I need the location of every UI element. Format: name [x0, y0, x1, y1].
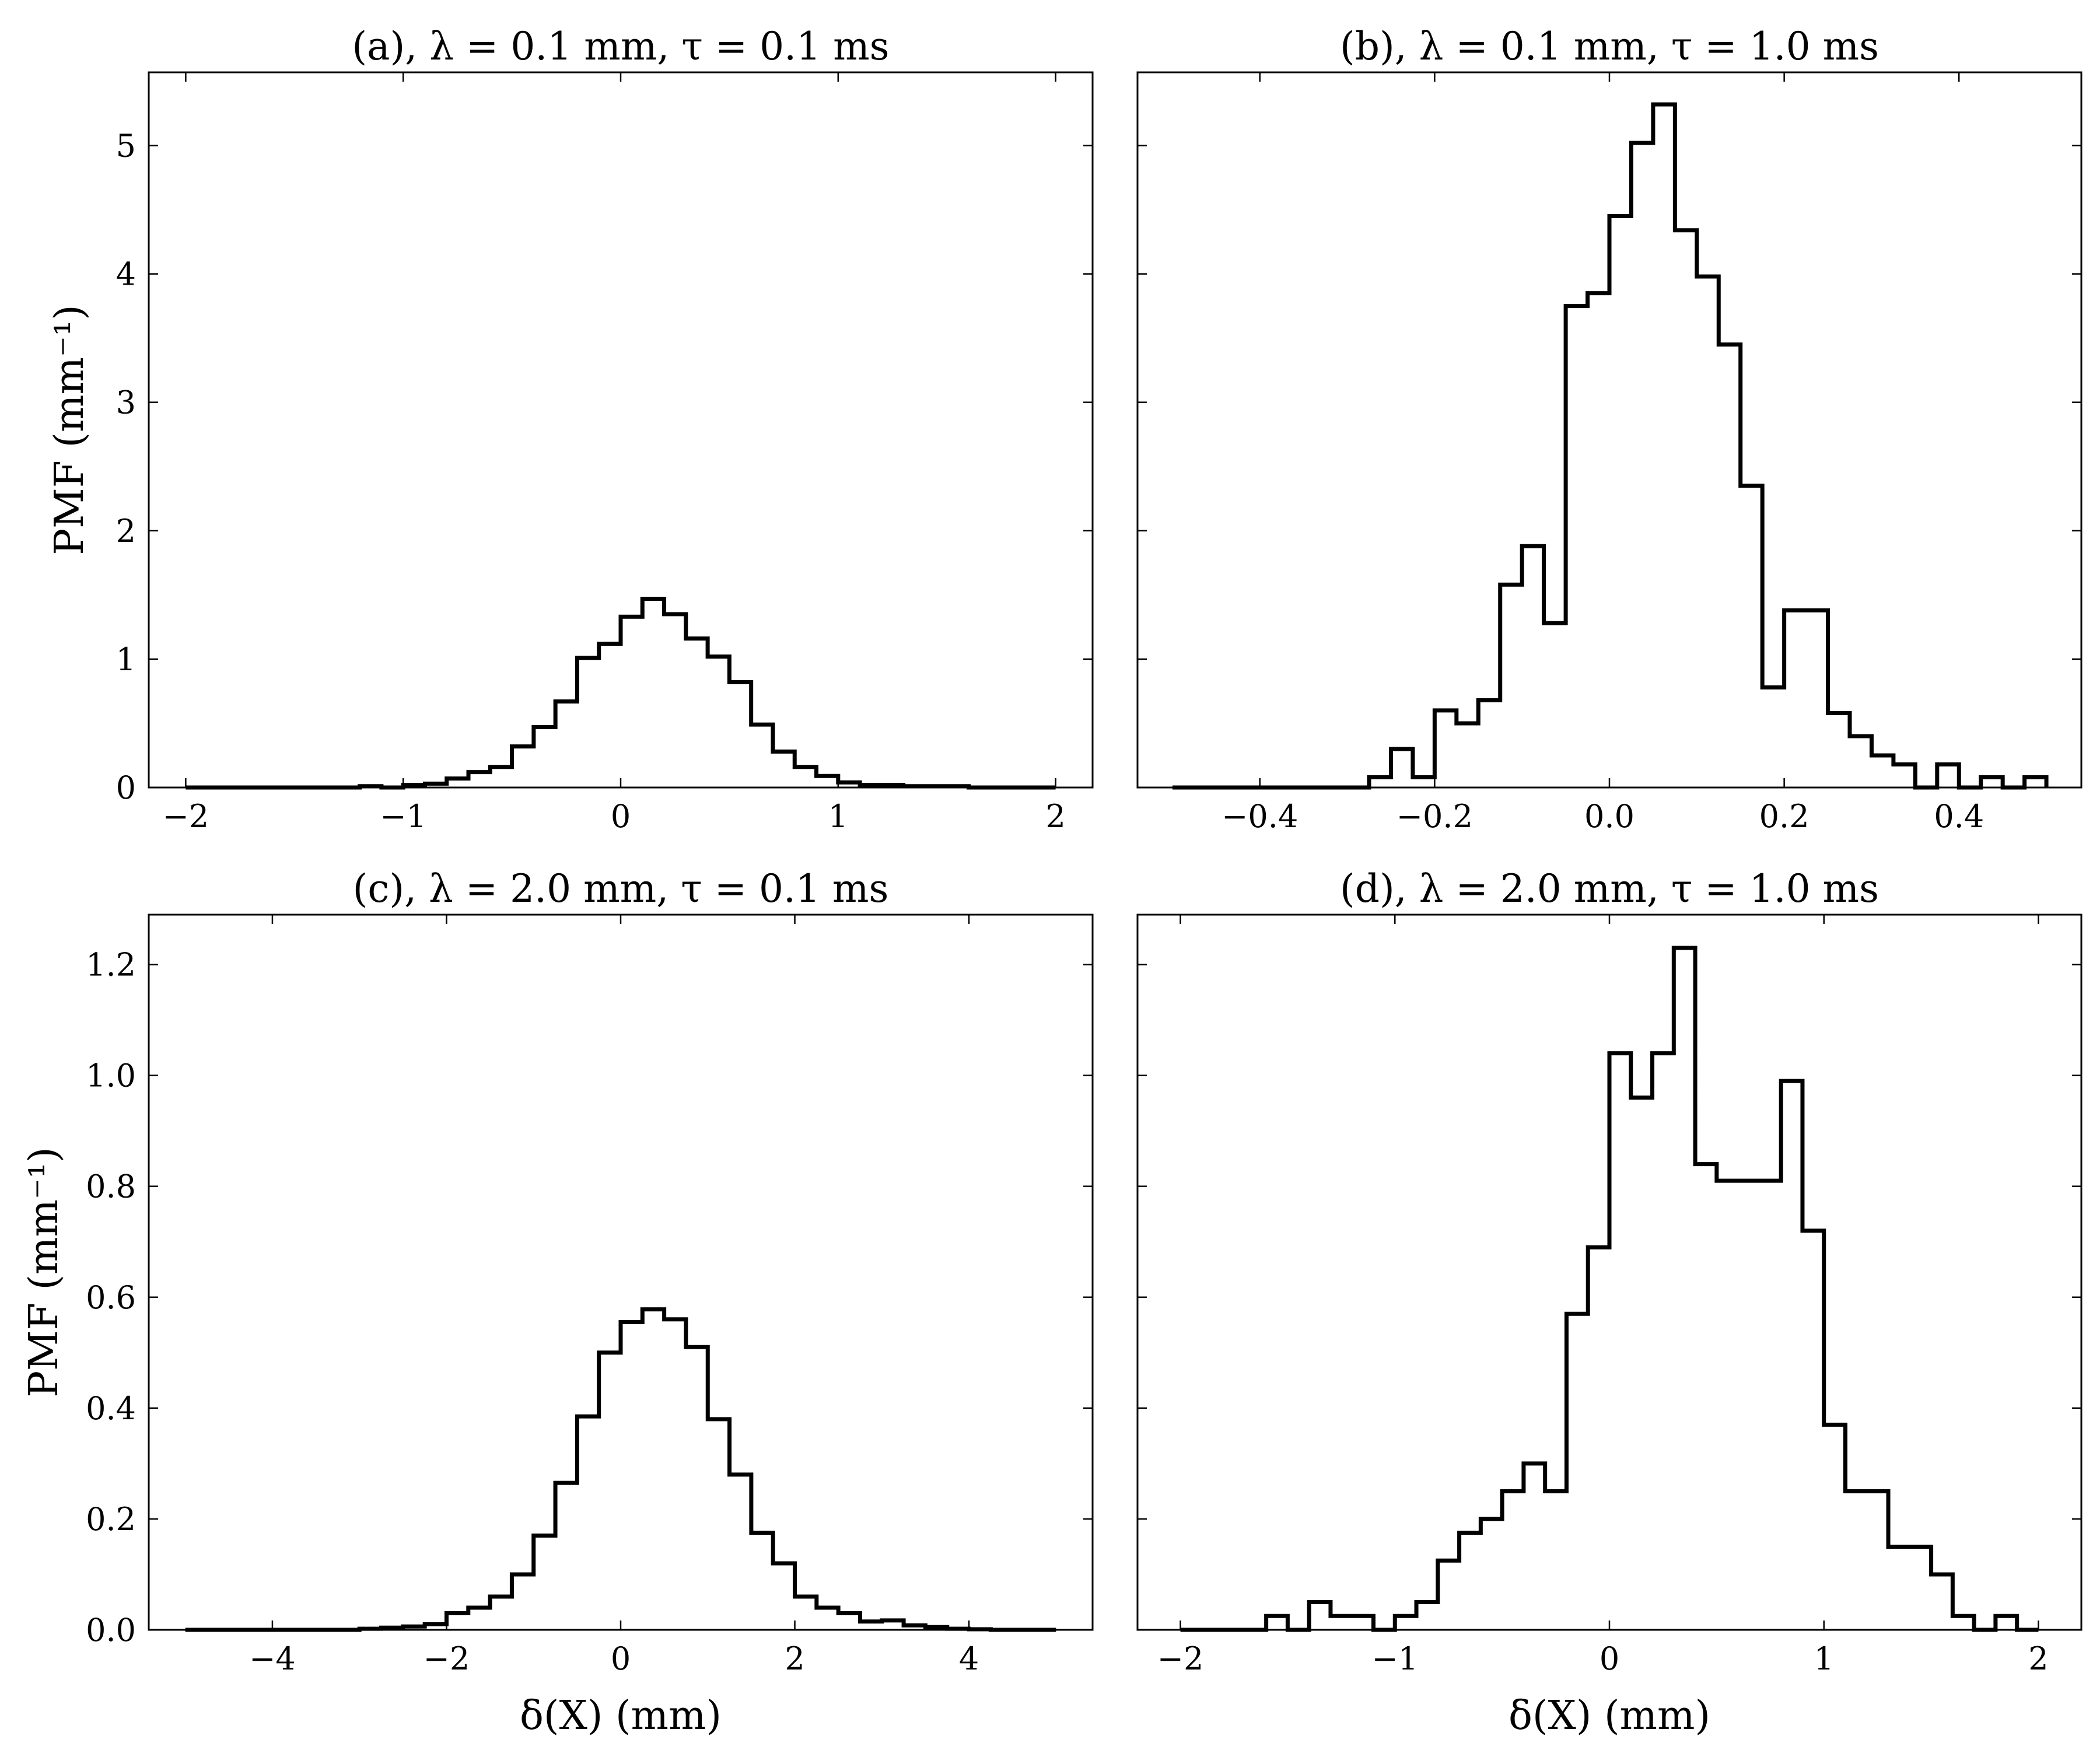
axes-frame	[148, 914, 1094, 1631]
axes-frame	[1136, 914, 2082, 1631]
panel-b: (b), λ = 0.1 mm, τ = 1.0 ms −0.4 −0.2 0.0 0.…	[1136, 24, 2082, 835]
x-tick-label: 4	[959, 1640, 979, 1677]
axes-frame	[1136, 71, 2082, 789]
x-tick-label: −4	[249, 1640, 296, 1677]
y-tick-label: 1.0	[86, 1058, 136, 1094]
y-tick-label: 1.2	[86, 947, 136, 984]
y-tick-label: 0.8	[86, 1168, 136, 1205]
x-tick-label: 2	[1045, 798, 1065, 835]
x-tick-label: −2	[424, 1640, 470, 1677]
panel-c: (c), λ = 2.0 mm, τ = 0.1 ms −4 −2 0 2 4 0.0 0.2…	[21, 866, 1094, 1739]
x-tick-label: 1	[828, 798, 848, 835]
y-tick-label: 0.0	[86, 1612, 136, 1648]
y-tick-label: 1	[116, 641, 136, 678]
x-tick-label: −1	[380, 798, 426, 835]
panel-a: (a), λ = 0.1 mm, τ = 0.1 ms −2 −1 0 1 2 0 1 2 3 4 5…	[47, 24, 1094, 835]
y-tick-label: 0.2	[86, 1501, 136, 1538]
axes-frame	[148, 71, 1094, 789]
y-tick-label: 2	[116, 513, 136, 550]
y-axis-label: PMF (mm⁻¹)	[21, 1147, 67, 1397]
x-tick-label: 2	[785, 1640, 804, 1677]
y-axis-label: PMF (mm⁻¹)	[47, 304, 93, 555]
y-tick-label: 5	[116, 127, 136, 164]
x-tick-label: −0.2	[1396, 798, 1473, 835]
x-tick-label: 0.2	[1759, 798, 1810, 835]
histogram-outline	[1172, 102, 2049, 790]
y-tick-label: 4	[116, 256, 136, 293]
y-tick-label: 3	[116, 384, 136, 421]
x-tick-label: 0	[611, 1640, 631, 1677]
panel-title: (b), λ = 0.1 mm, τ = 1.0 ms	[1340, 24, 1879, 69]
x-tick-label: 0.4	[1934, 798, 1984, 835]
x-tick-label: 0	[611, 798, 631, 835]
panel-title: (a), λ = 0.1 mm, τ = 0.1 ms	[352, 24, 889, 69]
panel-title: (c), λ = 2.0 mm, τ = 0.1 ms	[353, 866, 889, 911]
x-tick-label: 0.0	[1584, 798, 1634, 835]
y-tick-label: 0.4	[86, 1390, 136, 1427]
histogram-outline	[185, 1307, 1056, 1632]
panel-title: (d), λ = 2.0 mm, τ = 1.0 ms	[1340, 866, 1879, 911]
y-tick-label: 0	[116, 769, 136, 806]
x-tick-label: 0	[1600, 1640, 1619, 1677]
x-tick-label: −2	[1157, 1640, 1204, 1677]
x-axis-label: δ(X) (mm)	[520, 1693, 722, 1739]
x-tick-label: −2	[163, 798, 209, 835]
x-tick-label: −0.4	[1222, 798, 1298, 835]
histogram-outline	[1180, 946, 2039, 1632]
y-tick-label: 0.6	[86, 1279, 136, 1316]
x-axis-label: δ(X) (mm)	[1508, 1693, 1710, 1739]
x-tick-label: 1	[1814, 1640, 1834, 1677]
x-tick-label: 2	[2028, 1640, 2048, 1677]
x-tick-label: −1	[1371, 1640, 1418, 1677]
panel-d: (d), λ = 2.0 mm, τ = 1.0 ms −2 −1 0 1 2 δ(X) (…	[1136, 866, 2082, 1739]
histogram-outline	[186, 596, 1056, 790]
